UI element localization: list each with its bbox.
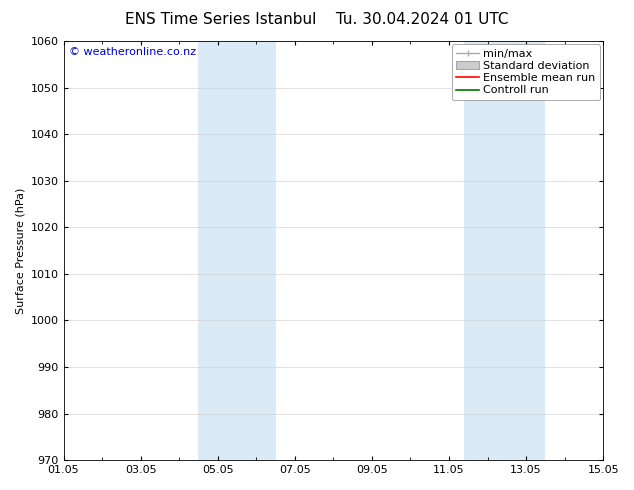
Bar — [495, 41, 545, 460]
Bar — [465, 41, 495, 460]
Text: © weatheronline.co.nz: © weatheronline.co.nz — [69, 48, 196, 57]
Text: ENS Time Series Istanbul    Tu. 30.04.2024 01 UTC: ENS Time Series Istanbul Tu. 30.04.2024 … — [126, 12, 508, 27]
Bar — [198, 41, 241, 460]
Bar — [241, 41, 276, 460]
Y-axis label: Surface Pressure (hPa): Surface Pressure (hPa) — [15, 187, 25, 314]
Legend: min/max, Standard deviation, Ensemble mean run, Controll run: min/max, Standard deviation, Ensemble me… — [452, 45, 600, 100]
